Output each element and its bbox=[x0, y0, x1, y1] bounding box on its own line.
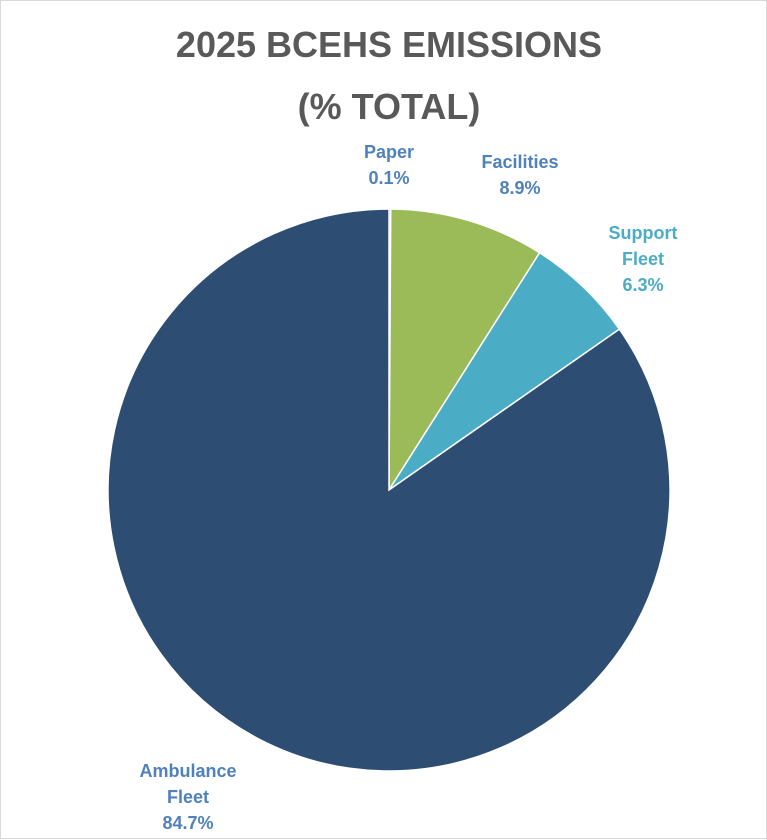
pie-slice-ambulance-fleet bbox=[107, 208, 671, 772]
data-label-facilities: Facilities 8.9% bbox=[481, 152, 558, 198]
pie-data-labels: Paper 0.1% Facilities 8.9% Support Fleet 6.3% A… bbox=[139, 142, 677, 833]
pie-slices bbox=[107, 208, 671, 772]
data-label-support-fleet: Support Fleet 6.3% bbox=[609, 223, 678, 295]
chart-title-line-2: (% TOTAL) bbox=[298, 86, 481, 127]
chart-title-line-1: 2025 BCEHS EMISSIONS bbox=[176, 24, 602, 65]
pie-slice-facilities bbox=[388, 208, 541, 493]
data-label-ambulance-fleet: Ambulance Fleet 84.7% bbox=[139, 761, 236, 833]
data-label-paper: Paper 0.1% bbox=[364, 142, 414, 188]
